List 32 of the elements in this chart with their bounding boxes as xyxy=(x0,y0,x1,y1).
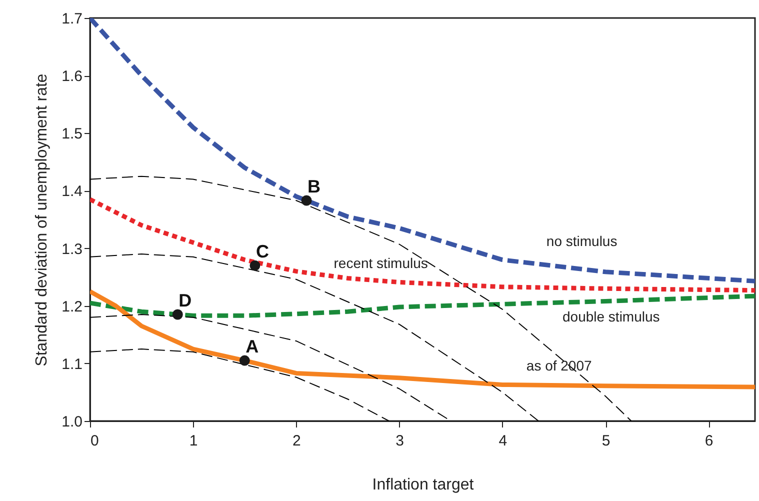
y-tick-label: 1.5 xyxy=(62,126,82,143)
y-tick-label: 1.4 xyxy=(62,183,82,200)
x-tick-label: 3 xyxy=(396,432,404,450)
annotation: D xyxy=(178,290,192,310)
y-tick-label: 1.0 xyxy=(62,414,82,430)
x-tick-label: 2 xyxy=(292,432,301,450)
point xyxy=(250,260,260,271)
line-series xyxy=(90,289,755,390)
annotation: A xyxy=(246,336,259,357)
point xyxy=(172,309,183,320)
x-tick-label: 0 xyxy=(90,432,99,450)
line-series xyxy=(90,197,755,293)
series-label: as of 2007 xyxy=(526,358,592,374)
y-axis-title: Standard deviation of unemployment rate xyxy=(34,74,51,366)
line-series xyxy=(90,18,755,284)
x-tick-label: 1 xyxy=(189,432,198,450)
annotation: C xyxy=(256,242,269,262)
x-tick-label: 5 xyxy=(602,432,610,450)
series-label: no stimulus xyxy=(546,232,618,249)
x-tick-label: 6 xyxy=(704,432,714,450)
point xyxy=(301,195,312,206)
y-tick-label: 1.6 xyxy=(62,68,82,86)
annotation: B xyxy=(308,176,321,196)
x-tick-label: 4 xyxy=(498,432,508,450)
y-tick-label: 1.3 xyxy=(62,240,82,258)
y-tick-label: 1.2 xyxy=(62,298,82,316)
y-tick-label: 1.7 xyxy=(62,10,82,28)
series-label: recent stimulus xyxy=(334,255,428,272)
x-axis-title: Inflation target xyxy=(372,476,474,494)
series-label: double stimulus xyxy=(562,308,660,324)
point xyxy=(239,355,250,366)
y-tick-label: 1.1 xyxy=(62,356,82,373)
